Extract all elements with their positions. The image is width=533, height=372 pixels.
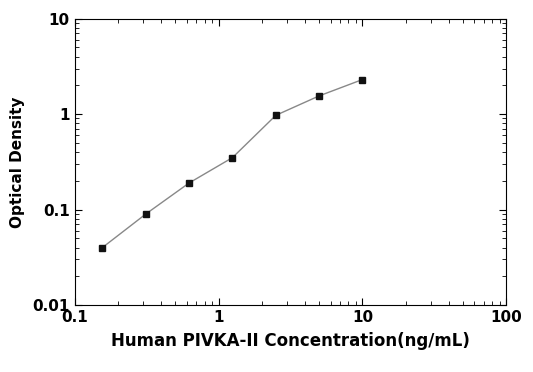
Y-axis label: Optical Density: Optical Density	[11, 96, 26, 228]
X-axis label: Human PIVKA-II Concentration(ng/mL): Human PIVKA-II Concentration(ng/mL)	[111, 332, 470, 350]
